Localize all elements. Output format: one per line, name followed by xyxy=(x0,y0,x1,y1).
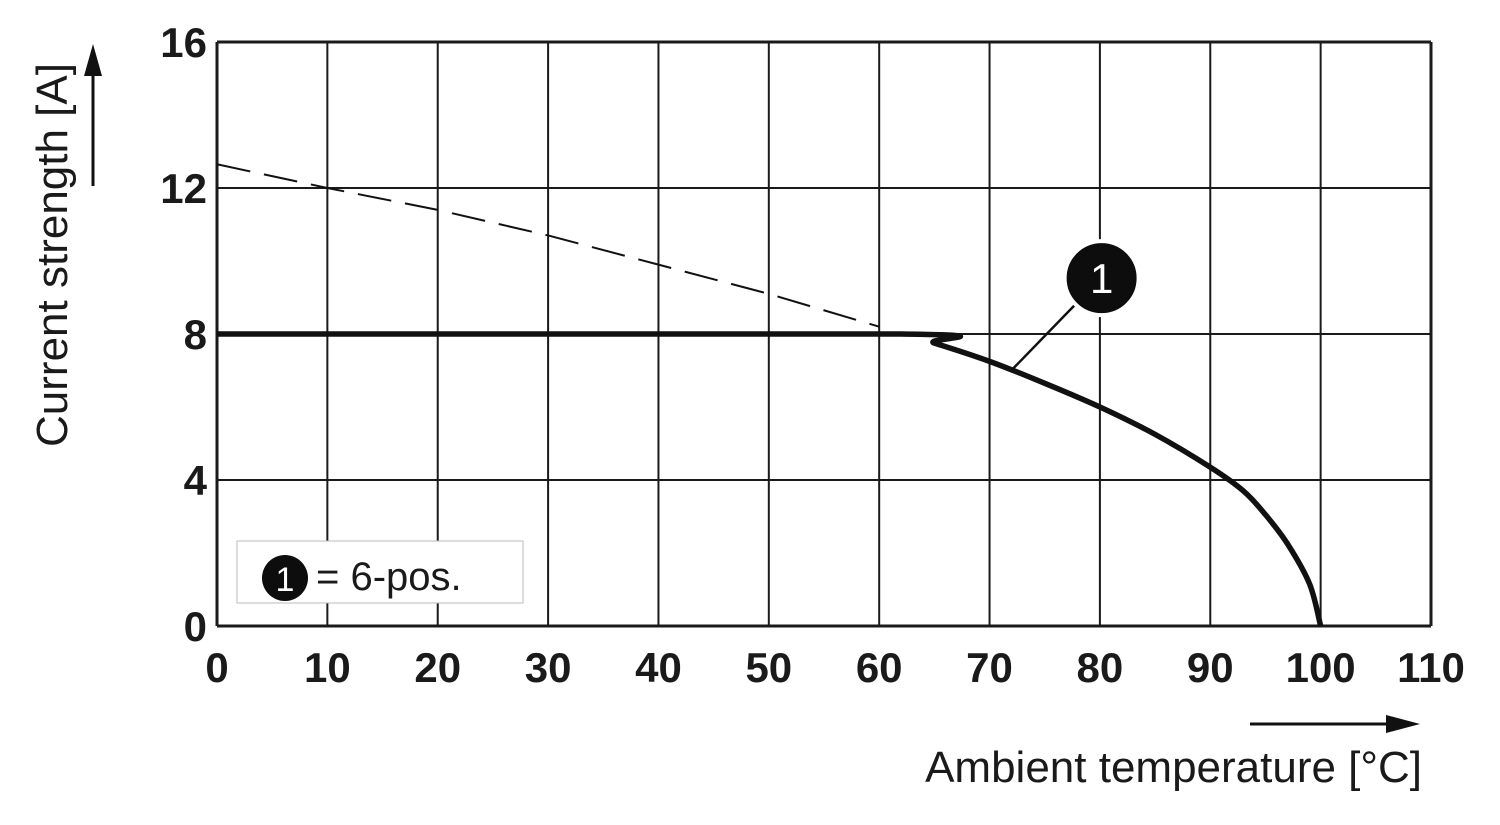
y-axis-title: Current strength [A] xyxy=(28,63,77,447)
y-axis-title-group: Current strength [A] xyxy=(28,44,102,447)
series-callout: 1 xyxy=(1010,239,1141,372)
x-tick-label-90: 90 xyxy=(1187,644,1234,691)
x-axis-arrow-head xyxy=(1386,715,1420,733)
y-axis-arrow-head xyxy=(84,44,102,76)
x-tick-label-30: 30 xyxy=(525,644,572,691)
x-tick-label-80: 80 xyxy=(1077,644,1124,691)
x-tick-label-40: 40 xyxy=(635,644,682,691)
x-axis-title-group: Ambient temperature [°C] xyxy=(925,715,1422,792)
callout-leader-line xyxy=(1010,301,1079,372)
callout-label: 1 xyxy=(1090,255,1113,302)
tick-labels: 0 10 20 30 40 50 60 70 80 90 100 110 0 4 8 12 16 xyxy=(160,19,1465,691)
x-axis-title: Ambient temperature [°C] xyxy=(925,743,1422,792)
x-tick-label-0: 0 xyxy=(205,644,228,691)
y-tick-label-8: 8 xyxy=(184,311,207,358)
series-layer xyxy=(216,163,1324,627)
legend: 1 = 6-pos. xyxy=(236,540,524,604)
y-tick-label-12: 12 xyxy=(160,165,207,212)
callout-marker xyxy=(1062,239,1141,318)
series-line-dashed xyxy=(216,163,880,328)
y-tick-label-0: 0 xyxy=(184,603,207,650)
y-tick-label-4: 4 xyxy=(184,457,208,504)
x-tick-label-100: 100 xyxy=(1286,644,1356,691)
x-tick-label-10: 10 xyxy=(304,644,351,691)
x-tick-label-110: 110 xyxy=(1397,644,1465,691)
x-tick-label-20: 20 xyxy=(414,644,461,691)
y-tick-label-16: 16 xyxy=(160,19,207,66)
legend-text: = 6-pos. xyxy=(316,555,462,599)
series-line-1 xyxy=(217,331,1324,627)
legend-marker-label: 1 xyxy=(276,561,295,599)
x-tick-label-70: 70 xyxy=(966,644,1013,691)
legend-marker xyxy=(262,555,308,601)
x-tick-label-60: 60 xyxy=(856,644,903,691)
x-tick-label-50: 50 xyxy=(745,644,792,691)
